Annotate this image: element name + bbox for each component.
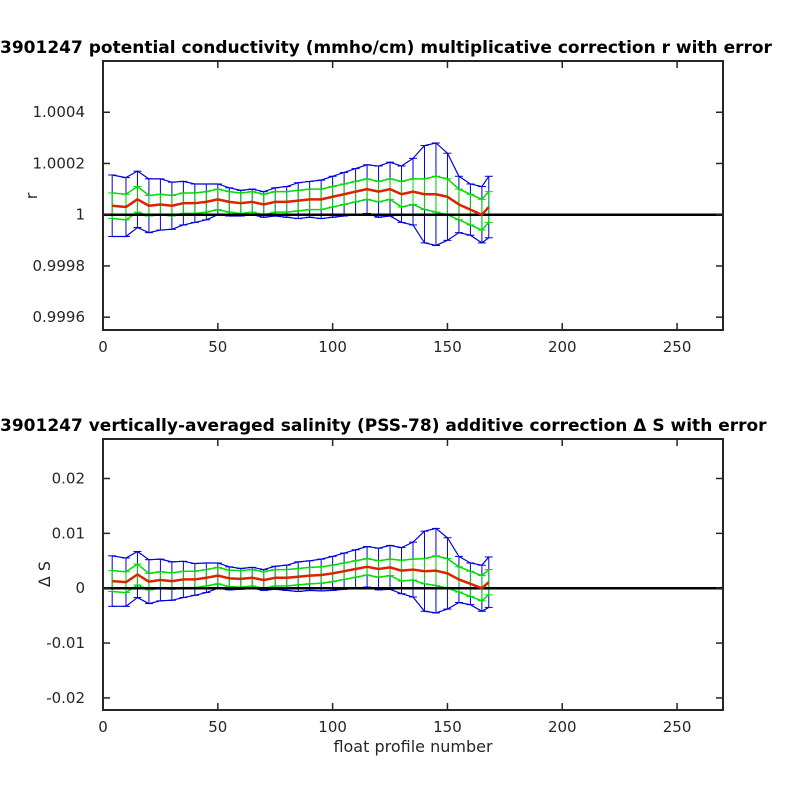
bottom-x-tick-label: 200 (548, 718, 577, 736)
top-chart-title: 3901247 potential conductivity (mmho/cm)… (0, 38, 773, 58)
bottom-x-tick-label: 150 (433, 718, 462, 736)
top-axes-box (102, 60, 724, 331)
top-outer-lower-envelope (112, 212, 490, 247)
top-inner-upper-envelope (112, 175, 490, 201)
bottom-outer-upper-envelope (112, 527, 490, 571)
bottom-outer-lower-envelope (112, 586, 490, 614)
top-y-tick-label: 0.9996 (33, 308, 86, 326)
top-x-tick-label: 100 (318, 338, 347, 356)
top-x-tick-label: 150 (433, 338, 462, 356)
top-y-tick-label: 1.0002 (33, 154, 86, 172)
bottom-x-axis-label: float profile number (333, 737, 493, 756)
bottom-y-tick-label: 0.01 (52, 524, 85, 542)
bottom-x-tick-label: 0 (98, 718, 108, 736)
top-x-tick-label: 250 (663, 338, 692, 356)
bottom-correction-line (112, 565, 490, 590)
top-panel: 3901247 potential conductivity (mmho/cm)… (0, 38, 773, 356)
bottom-chart-title: 3901247 vertically-averaged salinity (PS… (0, 416, 767, 436)
top-x-tick-label: 0 (98, 338, 108, 356)
top-correction-line (112, 187, 490, 216)
top-y-tick-label: 0.9998 (33, 257, 86, 275)
bottom-ticks: 0 50 100 150 200 250 -0.02 -0.01 0 0.01 0.02 (46, 439, 723, 736)
top-y-tick-label: 1 (75, 206, 85, 224)
bottom-axes-box (102, 438, 724, 711)
top-y-tick-label: 1.0004 (33, 103, 86, 121)
top-x-tick-label: 200 (548, 338, 577, 356)
bottom-panel: 3901247 vertically-averaged salinity (PS… (0, 416, 767, 756)
bottom-x-tick-label: 100 (318, 718, 347, 736)
bottom-x-tick-label: 50 (208, 718, 227, 736)
bottom-y-tick-label: 0.02 (52, 469, 85, 487)
bottom-y-tick-label: -0.02 (46, 689, 85, 707)
top-x-tick-label: 50 (208, 338, 227, 356)
bottom-series-lines (103, 565, 723, 590)
bottom-y-tick-label: -0.01 (46, 634, 85, 652)
bottom-x-tick-label: 250 (663, 718, 692, 736)
top-ticks: 0 50 100 150 200 250 0.9996 0.9998 1 1.0002 1.0004 (33, 61, 723, 356)
bottom-y-axis-label: Δ S (35, 561, 54, 587)
bottom-y-tick-label: 0 (75, 579, 85, 597)
top-series-lines (103, 187, 723, 216)
top-outer-upper-envelope (112, 142, 490, 193)
top-y-axis-label: r (22, 192, 41, 199)
bottom-inner-upper-envelope (112, 555, 490, 577)
